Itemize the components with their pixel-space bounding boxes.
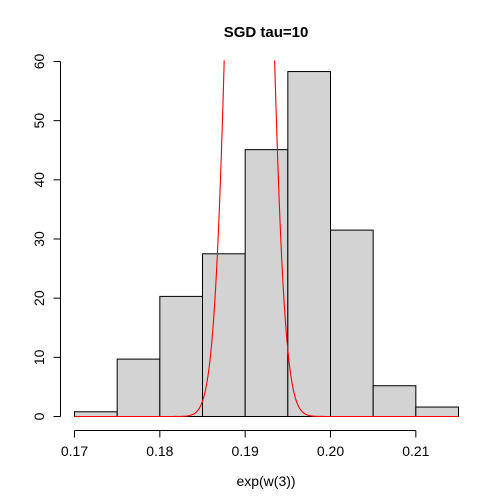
density-curve [74, 60, 459, 418]
x-tick-label: 0.21 [402, 443, 429, 459]
bars-group [74, 71, 460, 418]
histogram-bar-8 [372, 385, 417, 418]
x-tick-label: 0.17 [61, 443, 88, 459]
x-tick-label: 0.20 [317, 443, 344, 459]
histogram-bar-4 [202, 253, 246, 417]
histogram-bar-7 [330, 229, 374, 417]
y-tick-label: 60 [31, 54, 47, 70]
x-axis: 0.17 0.18 0.19 0.20 0.21 [61, 430, 430, 459]
y-tick-label: 10 [31, 349, 47, 365]
chart-title: SGD tau=10 [224, 24, 309, 41]
histogram-bar-3 [159, 295, 203, 417]
y-tick-label: 50 [31, 113, 47, 129]
y-axis: 0 10 20 30 40 50 60 [31, 54, 61, 420]
histogram-bar-6 [287, 71, 332, 418]
histogram-bar-5 [244, 149, 289, 418]
x-tick-label: 0.19 [232, 443, 259, 459]
histogram-bar-9 [415, 406, 460, 417]
histogram-bar-1 [74, 411, 118, 417]
histogram-bar-2 [116, 358, 161, 418]
y-tick-label: 20 [31, 290, 47, 306]
x-axis-label: exp(w(3)) [236, 473, 295, 489]
y-tick-label: 30 [31, 231, 47, 247]
density-curve-group [74, 60, 459, 418]
y-tick-label: 40 [31, 172, 47, 188]
x-tick-label: 0.18 [146, 443, 173, 459]
y-tick-label: 0 [31, 412, 47, 420]
